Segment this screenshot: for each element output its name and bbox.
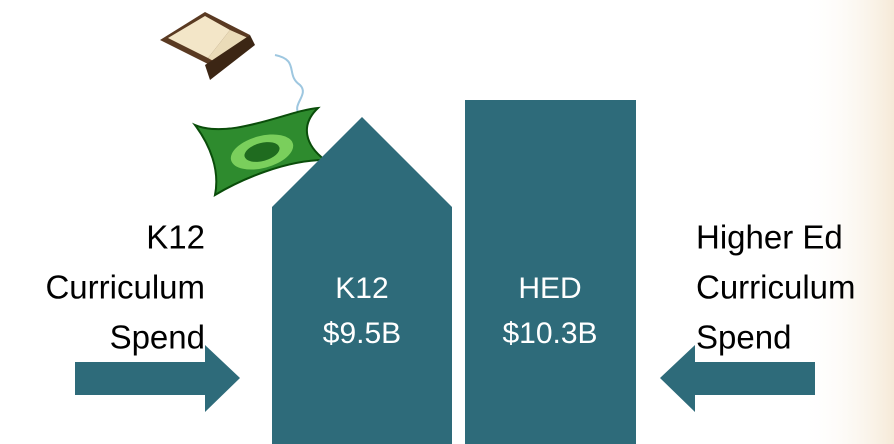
- right-label: Curriculum: [696, 269, 856, 306]
- right-label: Spend: [696, 319, 791, 356]
- right-label: Higher Ed: [696, 219, 843, 256]
- edge-shade: [800, 0, 894, 444]
- k12-block: [272, 117, 452, 444]
- left-label: Curriculum: [45, 269, 205, 306]
- block-value: $10.3B: [502, 317, 597, 350]
- block-value: $9.5B: [323, 317, 401, 350]
- right-arrow: [660, 345, 815, 412]
- left-arrow: [75, 345, 240, 412]
- left-label: K12: [146, 219, 205, 256]
- block-label: HED: [518, 272, 581, 305]
- hed-block: [465, 100, 636, 444]
- block-label: K12: [335, 272, 388, 305]
- left-label: Spend: [110, 319, 205, 356]
- book-icon: [160, 12, 304, 116]
